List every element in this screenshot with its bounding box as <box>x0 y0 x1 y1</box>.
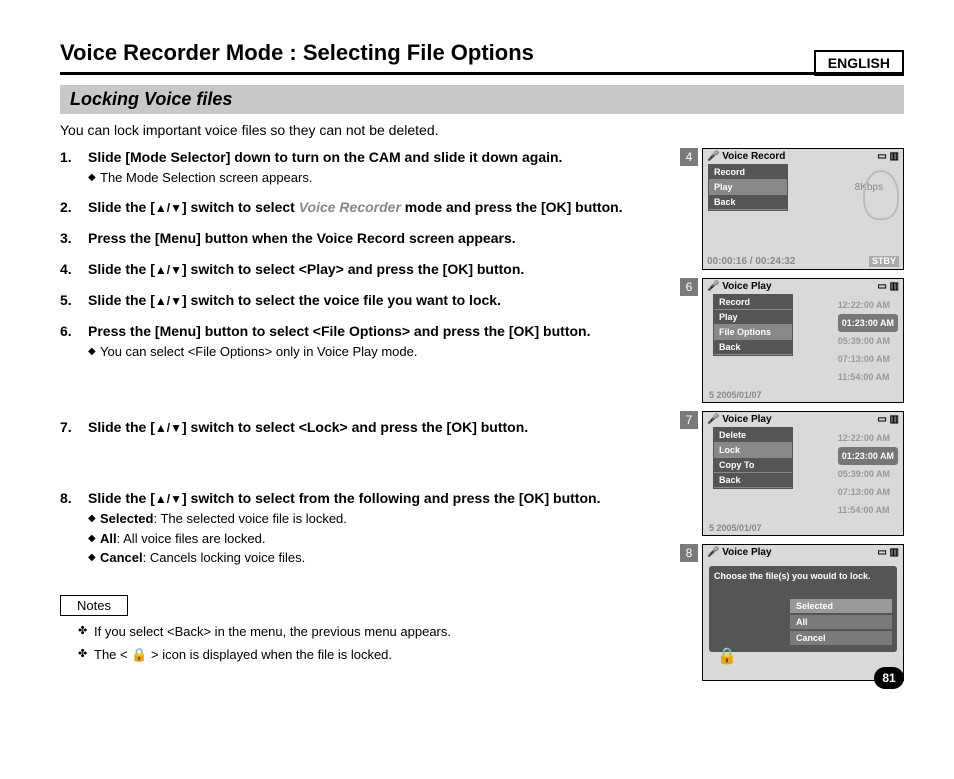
step-8-sub-1: All: All voice files are locked. <box>88 530 660 548</box>
intro-text: You can lock important voice files so th… <box>60 122 904 138</box>
page-title: Voice Recorder Mode : Selecting File Opt… <box>60 40 904 75</box>
step-6: Press the [Menu] button to select <File … <box>60 322 660 360</box>
menu-item-back[interactable]: Back <box>714 473 792 488</box>
screen-6-body: Record Play File Options Back 12:22:00 A… <box>703 294 903 402</box>
status-badge: STBY <box>869 256 899 267</box>
profile-head-icon <box>863 170 899 220</box>
steps-list: Slide [Mode Selector] down to turn on th… <box>60 148 660 360</box>
screen-7-times: 12:22:00 AM 01:23:00 AM 05:39:00 AM 07:1… <box>838 429 898 519</box>
battery-icon: ▭ ▥ <box>877 414 899 425</box>
screen-6-menu: Record Play File Options Back <box>713 294 793 356</box>
menu-item-lock[interactable]: Lock <box>714 443 792 458</box>
menu-item-record[interactable]: Record <box>709 165 787 180</box>
menu-item-back[interactable]: Back <box>709 195 787 210</box>
content-columns: Slide [Mode Selector] down to turn on th… <box>60 148 904 689</box>
battery-icon: ▭ ▥ <box>877 151 899 162</box>
screen-7-menu: Delete Lock Copy To Back <box>713 427 793 489</box>
menu-item-delete[interactable]: Delete <box>714 428 792 443</box>
screen-8-top: 🎤 Voice Play ▭ ▥ <box>703 545 903 560</box>
step-8-sub-0: Selected: The selected voice file is loc… <box>88 510 660 528</box>
screen-8-body: Choose the file(s) you would to lock. Se… <box>703 560 903 680</box>
screen-4-menu: Record Play Back <box>708 164 788 211</box>
battery-icon: ▭ ▥ <box>877 547 899 558</box>
page-number: 81 <box>874 667 904 689</box>
screen-4-top: 🎤 Voice Record ▭ ▥ <box>703 149 903 164</box>
notes-label: Notes <box>60 595 128 616</box>
option-selected[interactable]: Selected <box>790 599 892 613</box>
screen-7: 🎤 Voice Play ▭ ▥ Delete Lock Copy To Bac… <box>702 411 904 536</box>
screen-4-footer: 00:00:16 / 00:24:32 STBY <box>703 254 903 269</box>
section-heading: Locking Voice files <box>60 85 904 114</box>
screen-7-top: 🎤 Voice Play ▭ ▥ <box>703 412 903 427</box>
screen-8-block: 8 🎤 Voice Play ▭ ▥ Choose the file(s) yo… <box>680 544 904 681</box>
screen-6-badge: 6 <box>680 278 698 296</box>
screens-column: 4 🎤 Voice Record ▭ ▥ Record Play Back 8K… <box>680 148 904 689</box>
dialog-options: Selected All Cancel <box>790 599 892 645</box>
screen-6-times: 12:22:00 AM 01:23:00 AM 05:39:00 AM 07:1… <box>838 296 898 386</box>
screen-8-badge: 8 <box>680 544 698 562</box>
screen-4-body: Record Play Back 8Kbps <box>703 164 903 254</box>
lock-dialog: Choose the file(s) you would to lock. Se… <box>709 566 897 652</box>
screen-8: 🎤 Voice Play ▭ ▥ Choose the file(s) you … <box>702 544 904 681</box>
step-4: Slide the [▲/▼] switch to select <Play> … <box>60 260 660 279</box>
screen-7-badge: 7 <box>680 411 698 429</box>
step-8-sub-2: Cancel: Cancels locking voice files. <box>88 549 660 567</box>
option-all[interactable]: All <box>790 615 892 629</box>
page-root: ENGLISH Voice Recorder Mode : Selecting … <box>0 0 954 719</box>
screen-6-block: 6 🎤 Voice Play ▭ ▥ Record Play File Opti… <box>680 278 904 403</box>
step-2: Slide the [▲/▼] switch to select Voice R… <box>60 198 660 217</box>
mic-icon: 🎤 <box>707 414 719 425</box>
step-7: Slide the [▲/▼] switch to select <Lock> … <box>60 418 660 437</box>
menu-item-play[interactable]: Play <box>709 180 787 195</box>
step-8: Slide the [▲/▼] switch to select from th… <box>60 489 660 567</box>
mic-icon: 🎤 <box>707 151 719 162</box>
mic-icon: 🎤 <box>707 281 719 292</box>
notes-list: If you select <Back> in the menu, the pr… <box>60 624 660 664</box>
screen-4-block: 4 🎤 Voice Record ▭ ▥ Record Play Back 8K… <box>680 148 904 270</box>
lock-icon: 🔒 <box>717 646 737 666</box>
note-1: The < 🔒 > icon is displayed when the fil… <box>78 647 660 664</box>
option-cancel[interactable]: Cancel <box>790 631 892 645</box>
screen-4: 🎤 Voice Record ▭ ▥ Record Play Back 8Kbp… <box>702 148 904 270</box>
screen-7-body: Delete Lock Copy To Back 12:22:00 AM 01:… <box>703 427 903 535</box>
menu-item-file-options[interactable]: File Options <box>714 325 792 340</box>
step-3: Press the [Menu] button when the Voice R… <box>60 229 660 248</box>
screen-7-row5: 5 2005/01/07 <box>709 523 762 533</box>
screen-6-row5: 5 2005/01/07 <box>709 390 762 400</box>
menu-item-back[interactable]: Back <box>714 340 792 355</box>
language-badge: ENGLISH <box>814 50 904 76</box>
menu-item-play[interactable]: Play <box>714 310 792 325</box>
screen-7-block: 7 🎤 Voice Play ▭ ▥ Delete Lock Copy To B… <box>680 411 904 536</box>
screen-6-top: 🎤 Voice Play ▭ ▥ <box>703 279 903 294</box>
step-1-sub: The Mode Selection screen appears. <box>88 169 660 187</box>
step-6-sub: You can select <File Options> only in Vo… <box>88 343 660 361</box>
screen-6: 🎤 Voice Play ▭ ▥ Record Play File Option… <box>702 278 904 403</box>
mic-icon: 🎤 <box>707 547 719 558</box>
menu-item-copy-to[interactable]: Copy To <box>714 458 792 473</box>
step-5: Slide the [▲/▼] switch to select the voi… <box>60 291 660 310</box>
menu-item-record[interactable]: Record <box>714 295 792 310</box>
dialog-text: Choose the file(s) you would to lock. <box>714 571 892 581</box>
instructions-column: Slide [Mode Selector] down to turn on th… <box>60 148 660 689</box>
step-1: Slide [Mode Selector] down to turn on th… <box>60 148 660 186</box>
screen-4-badge: 4 <box>680 148 698 166</box>
battery-icon: ▭ ▥ <box>877 281 899 292</box>
note-0: If you select <Back> in the menu, the pr… <box>78 624 660 641</box>
